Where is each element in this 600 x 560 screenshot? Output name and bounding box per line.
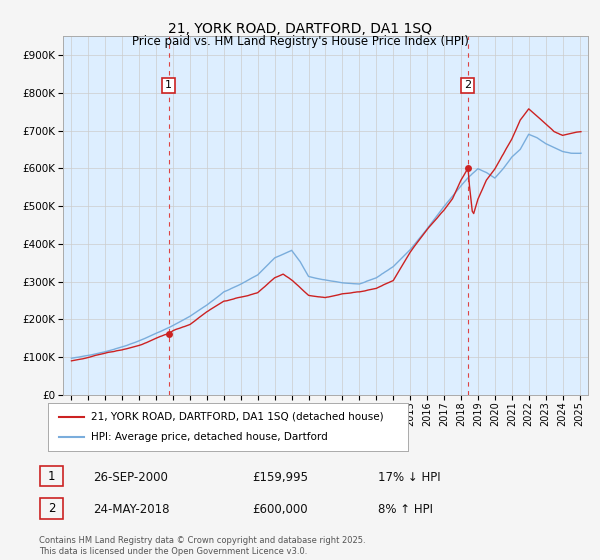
Text: 1: 1 bbox=[165, 81, 172, 91]
Text: HPI: Average price, detached house, Dartford: HPI: Average price, detached house, Dart… bbox=[91, 432, 328, 441]
Text: Price paid vs. HM Land Registry's House Price Index (HPI): Price paid vs. HM Land Registry's House … bbox=[131, 35, 469, 48]
Text: 26-SEP-2000: 26-SEP-2000 bbox=[93, 470, 168, 484]
Text: 21, YORK ROAD, DARTFORD, DA1 1SQ (detached house): 21, YORK ROAD, DARTFORD, DA1 1SQ (detach… bbox=[91, 412, 384, 422]
Text: 2: 2 bbox=[48, 502, 55, 515]
Text: £600,000: £600,000 bbox=[252, 503, 308, 516]
Text: 21, YORK ROAD, DARTFORD, DA1 1SQ: 21, YORK ROAD, DARTFORD, DA1 1SQ bbox=[168, 22, 432, 36]
Text: 24-MAY-2018: 24-MAY-2018 bbox=[93, 503, 170, 516]
Text: 1: 1 bbox=[48, 469, 55, 483]
Text: Contains HM Land Registry data © Crown copyright and database right 2025.
This d: Contains HM Land Registry data © Crown c… bbox=[39, 536, 365, 556]
Text: £159,995: £159,995 bbox=[252, 470, 308, 484]
Text: 17% ↓ HPI: 17% ↓ HPI bbox=[378, 470, 440, 484]
Text: 8% ↑ HPI: 8% ↑ HPI bbox=[378, 503, 433, 516]
Text: 2: 2 bbox=[464, 81, 471, 91]
